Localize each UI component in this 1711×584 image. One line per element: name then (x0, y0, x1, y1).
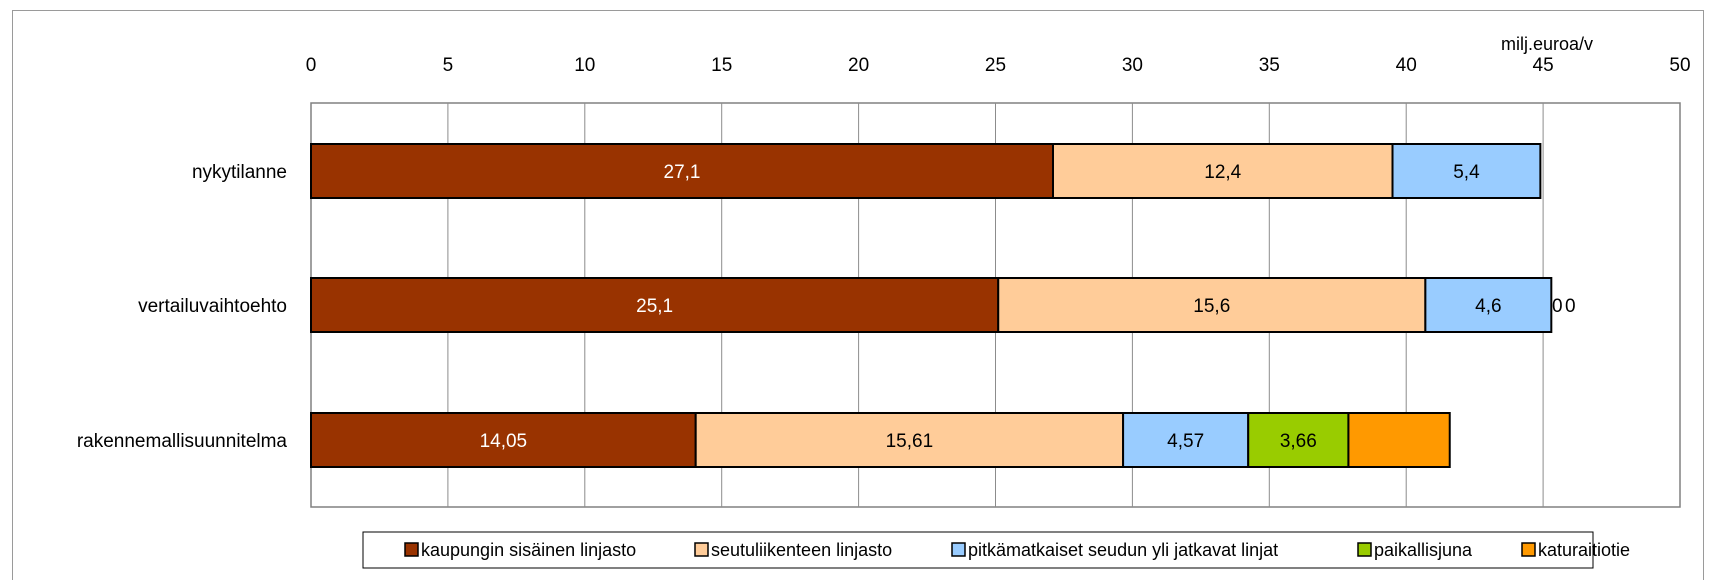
bar-segment (1391, 143, 1542, 199)
legend-swatch (404, 542, 419, 557)
legend-box (362, 531, 1594, 569)
x-tick-label: 30 (1122, 55, 1143, 76)
legend-entry: seutuliikenteen linjasto (711, 540, 892, 560)
x-tick-label: 10 (574, 55, 595, 76)
legend-swatch (1521, 542, 1536, 557)
data-label: 4,6 (1475, 296, 1501, 317)
bar-segment (694, 412, 1125, 468)
x-tick-label: 5 (443, 55, 454, 76)
legend-swatch (694, 542, 709, 557)
x-tick-label: 25 (985, 55, 1006, 76)
x-tick-label: 35 (1259, 55, 1280, 76)
bar-segment (310, 277, 1000, 333)
bar-segment (1122, 412, 1250, 468)
x-tick-label: 0 (306, 55, 317, 76)
data-label: 0 (1565, 296, 1576, 317)
axis-unit-label: milj.euroa/v (1501, 34, 1593, 54)
x-tick-label: 15 (711, 55, 732, 76)
bar-segment (1347, 412, 1451, 468)
data-label: 5,4 (1453, 162, 1480, 183)
chart-frame (12, 10, 1704, 580)
data-label: 15,61 (886, 431, 934, 452)
legend-entry: pitkämatkaiset seudun yli jatkavat linja… (968, 540, 1278, 560)
category-label: vertailuvaihtoehto (138, 296, 287, 317)
x-tick-label: 50 (1669, 55, 1690, 76)
data-label: 12,4 (1204, 162, 1241, 183)
legend-entry: kaupungin sisäinen linjasto (421, 540, 636, 560)
x-tick-label: 40 (1396, 55, 1417, 76)
bar-segment (997, 277, 1427, 333)
bar-segment (1424, 277, 1553, 333)
bar-segment (310, 143, 1054, 199)
legend-swatch (1357, 542, 1372, 557)
data-label: 4,57 (1167, 431, 1204, 452)
category-label: rakennemallisuunnitelma (77, 431, 288, 452)
legend-entry: paikallisjuna (1374, 540, 1473, 560)
data-label: 27,1 (664, 162, 701, 183)
legend-swatch (951, 542, 966, 557)
bar-segment (310, 412, 697, 468)
bar-segment (1247, 412, 1350, 468)
data-label: 0 (1552, 296, 1563, 317)
data-label: 25,1 (636, 296, 673, 317)
data-label: 15,6 (1193, 296, 1230, 317)
legend-entry: katuraitiotie (1538, 540, 1630, 560)
x-tick-label: 20 (848, 55, 869, 76)
data-label: 3,66 (1280, 431, 1317, 452)
category-label: nykytilanne (192, 162, 287, 183)
bar-segment (1051, 143, 1394, 199)
data-label: 14,05 (480, 431, 528, 452)
x-tick-label: 45 (1533, 55, 1554, 76)
